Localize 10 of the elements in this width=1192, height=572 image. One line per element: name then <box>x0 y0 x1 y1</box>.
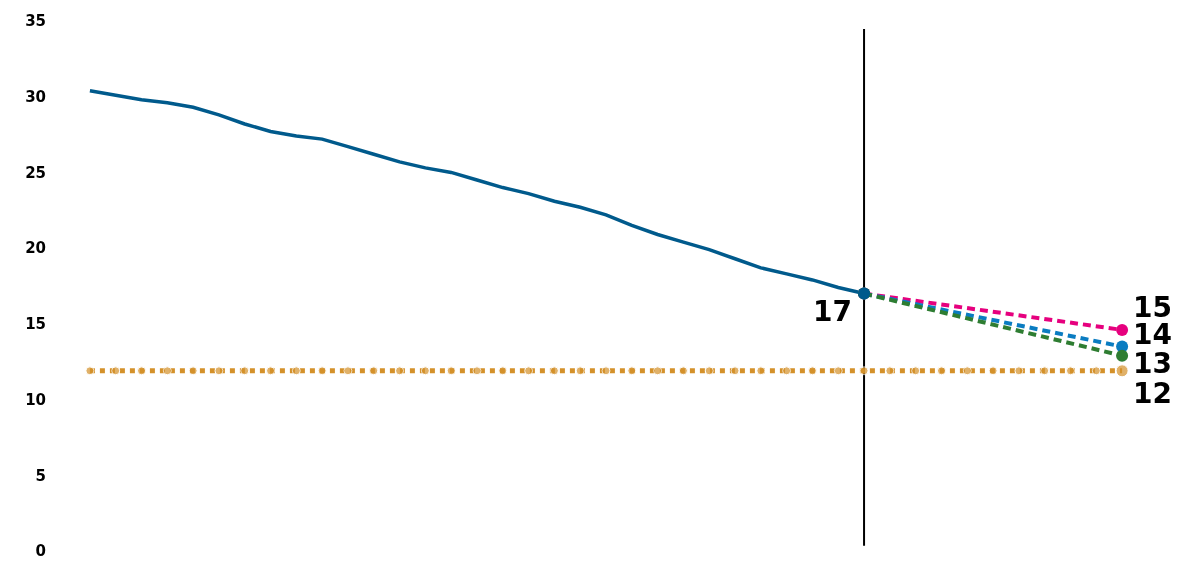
y-tick-label: 25 <box>25 163 46 182</box>
y-tick-label: 15 <box>25 315 46 334</box>
y-tick-label: 35 <box>25 12 46 31</box>
y-tick-label: 20 <box>25 239 46 258</box>
y-tick-label: 10 <box>25 390 46 409</box>
data-label: 17 <box>813 295 852 328</box>
y-tick-label: 0 <box>35 542 46 561</box>
y-tick-label: 5 <box>35 466 46 485</box>
y-tick-label: 30 <box>25 87 46 106</box>
data-label: 12 <box>1133 377 1172 410</box>
